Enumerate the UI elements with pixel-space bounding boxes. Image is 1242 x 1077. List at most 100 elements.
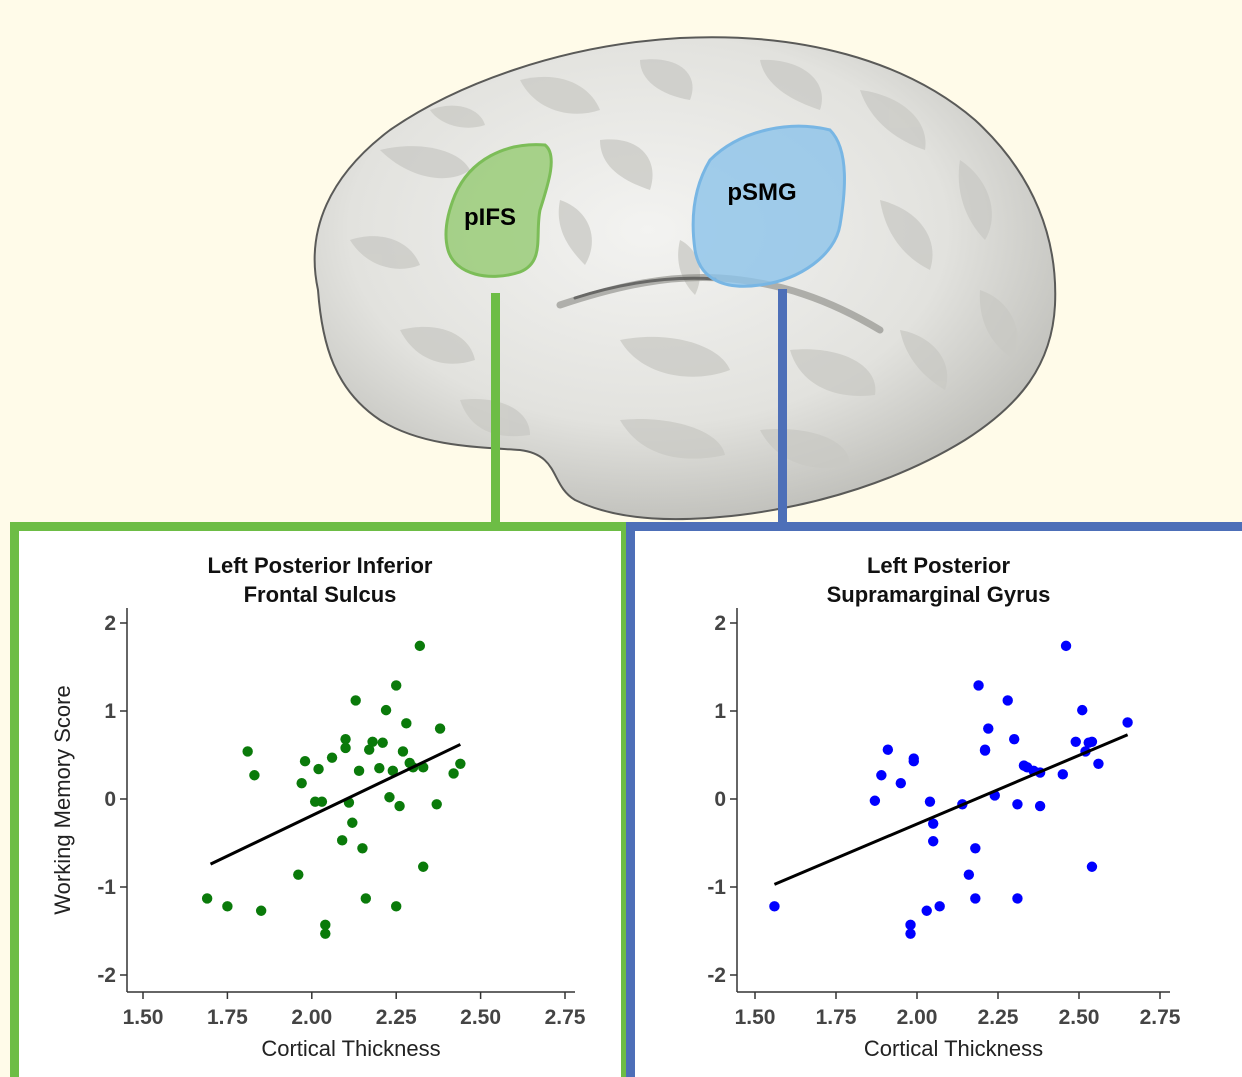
pifs-label: pIFS [464, 204, 516, 231]
right-data-point [970, 893, 981, 904]
right-data-point [963, 869, 975, 880]
left-data-point [418, 861, 429, 872]
right-data-point [1086, 736, 1098, 747]
left-data-point [350, 695, 361, 706]
right-y-tick-label: 0 [714, 788, 726, 811]
psmg-label: pSMG [727, 179, 796, 206]
left-y-tick-label: -2 [97, 964, 116, 987]
right-data-point [928, 818, 939, 829]
left-data-point [320, 928, 331, 939]
right-data-point [928, 836, 939, 847]
right-data-point [905, 928, 916, 939]
left-data-point [434, 723, 446, 734]
right-data-point [1009, 733, 1020, 745]
left-data-point [296, 777, 307, 789]
right-data-point [1034, 800, 1046, 812]
left-chart-title-line-1: Left Posterior Inferior [207, 553, 433, 578]
left-x-tick-label: 2.50 [460, 1006, 501, 1029]
left-y-tick-label: -1 [97, 876, 116, 899]
right-x-axis-label: Cortical Thickness [864, 1036, 1043, 1061]
left-x-tick-label: 2.75 [545, 1006, 586, 1029]
left-chart-title: Left Posterior Inferior Frontal Sulcus [19, 551, 621, 609]
left-x-tick-label: 2.00 [291, 1006, 332, 1029]
right-data-point [1093, 758, 1104, 769]
left-x-tick-label: 1.50 [123, 1006, 164, 1029]
right-data-point [1122, 717, 1133, 728]
left-data-point [353, 765, 365, 777]
left-data-point [222, 901, 233, 912]
left-data-point [391, 901, 402, 912]
left-y-tick-label: 0 [104, 788, 116, 811]
left-data-point [394, 800, 405, 812]
right-data-point [905, 919, 916, 931]
right-data-point [1070, 736, 1081, 747]
left-data-point [336, 835, 348, 846]
right-data-point [924, 796, 936, 807]
right-data-point [921, 905, 932, 916]
right-chart-title-line-1: Left Posterior [866, 553, 1011, 578]
right-data-point [876, 770, 887, 781]
right-data-point [1077, 704, 1088, 716]
left-data-point [374, 763, 385, 774]
left-data-point [242, 746, 253, 757]
right-data-point [1057, 769, 1069, 780]
right-data-point [983, 723, 994, 734]
right-x-tick-label: 2.00 [897, 1006, 938, 1029]
left-data-point [455, 758, 466, 769]
psmg-region: pSMG [691, 124, 846, 288]
left-data-point [357, 843, 368, 854]
pifs-region: pIFS [444, 143, 553, 278]
left-y-axis-label: Working Memory Score [50, 685, 75, 914]
right-x-tick-label: 2.75 [1140, 1006, 1181, 1029]
left-data-point [255, 905, 267, 916]
left-data-point [448, 768, 459, 779]
right-chart-title-line-2: Supramarginal Gyrus [826, 582, 1051, 607]
right-x-tick-label: 2.50 [1059, 1006, 1100, 1029]
left-data-point [299, 755, 311, 767]
right-data-point [1012, 893, 1023, 904]
right-trend-line [773, 733, 1129, 886]
left-data-point [249, 770, 260, 781]
left-y-tick-label: 1 [104, 700, 116, 723]
left-data-point [360, 893, 372, 904]
left-data-point [313, 763, 324, 775]
right-y-tick-label: 2 [714, 612, 726, 635]
right-data-point [934, 901, 945, 912]
right-data-point [1086, 861, 1098, 872]
right-x-tick-label: 1.75 [816, 1006, 857, 1029]
right-data-point [970, 843, 981, 854]
right-data-point [769, 901, 780, 912]
left-data-point [414, 640, 426, 652]
left-x-tick-label: 1.75 [207, 1006, 248, 1029]
left-x-axis-label: Cortical Thickness [261, 1036, 440, 1061]
left-data-point [347, 817, 358, 828]
right-y-tick-label: -1 [707, 876, 726, 899]
left-data-point [320, 919, 331, 931]
left-data-point [391, 680, 402, 691]
left-data-point [397, 746, 409, 757]
right-data-point [908, 753, 919, 764]
left-data-point [201, 893, 213, 904]
left-data-point [431, 799, 442, 810]
left-data-point [380, 704, 392, 716]
left-x-tick-label: 2.25 [376, 1006, 417, 1029]
left-data-point [340, 733, 351, 745]
right-y-tick-label: -2 [707, 964, 726, 987]
right-data-point [1012, 799, 1023, 810]
right-data-point [869, 795, 881, 806]
left-data-point [367, 736, 378, 747]
right-data-point [1060, 640, 1072, 652]
left-data-point [316, 796, 328, 807]
left-data-point [340, 742, 351, 754]
left-data-point [293, 869, 304, 880]
left-data-point [401, 718, 412, 729]
right-data-point [895, 777, 906, 789]
right-data-point [1002, 695, 1013, 706]
left-data-point [384, 792, 395, 803]
psmg-connector-line [778, 289, 787, 525]
pifs-connector-line [491, 293, 500, 525]
right-data-point [979, 744, 991, 755]
